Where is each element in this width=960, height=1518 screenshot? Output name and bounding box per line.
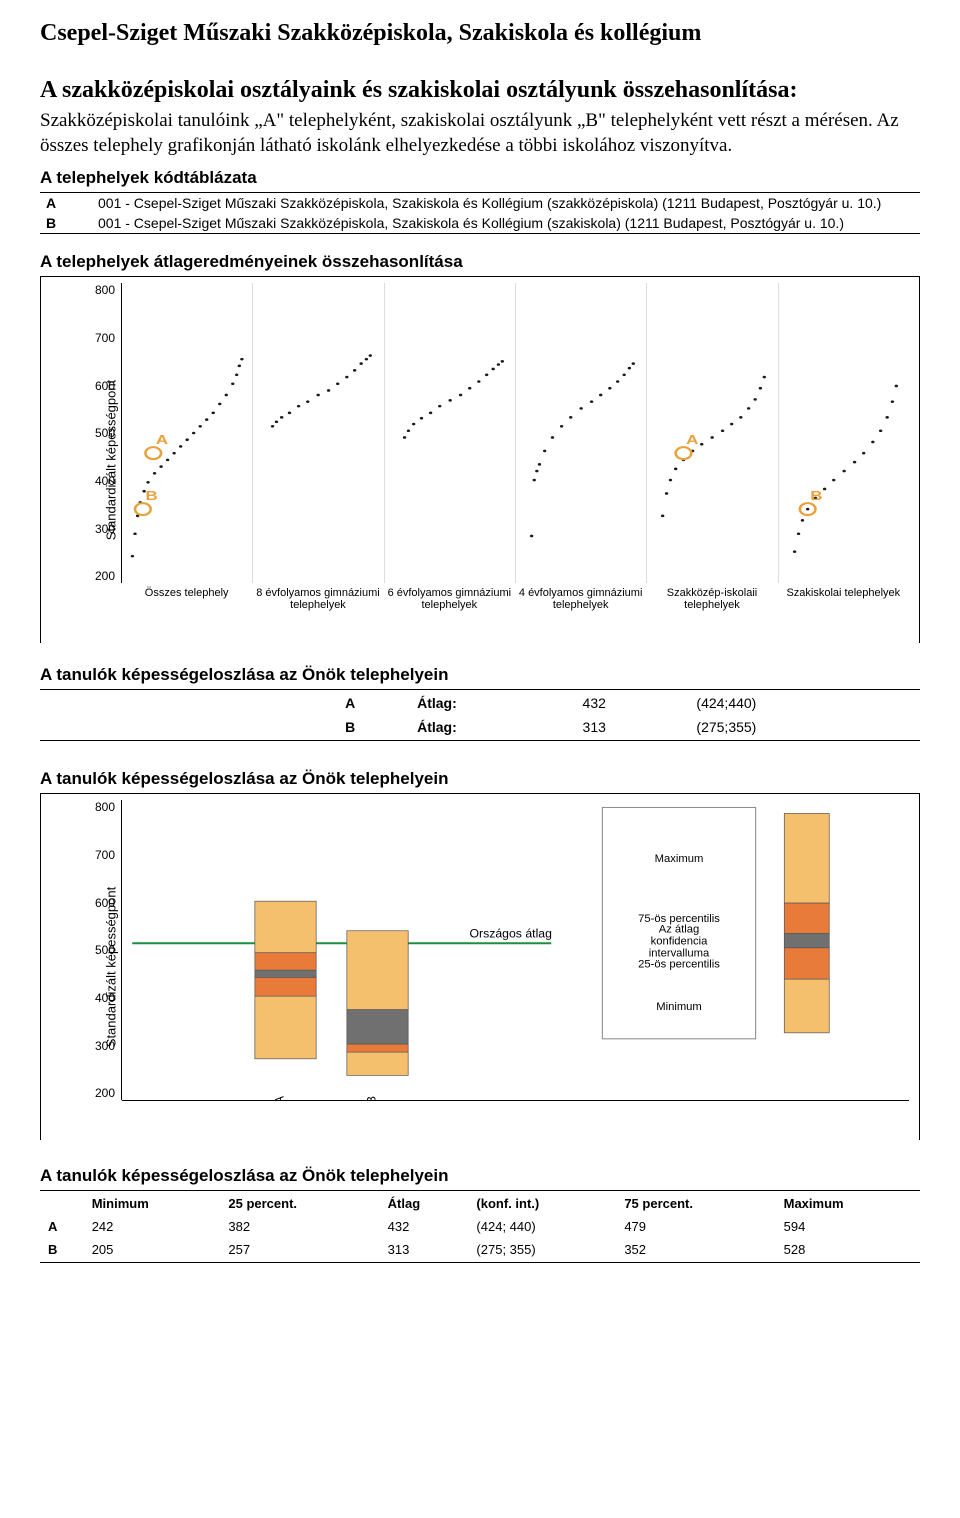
scatter-panel [515, 283, 646, 583]
table-row: B205257313(275; 355)352528 [42, 1239, 918, 1260]
table-row: B Átlag: 313 (275;355) [42, 716, 918, 738]
table-row: A242382432(424; 440)479594 [42, 1216, 918, 1237]
code-key: A [40, 193, 92, 214]
code-table-title: A telephelyek kódtáblázata [40, 168, 920, 188]
boxplot-chart: Standardizált képességpont 8007006005004… [40, 793, 920, 1140]
svg-text:Minimum: Minimum [656, 1001, 702, 1013]
scatter-panel [252, 283, 383, 583]
stats-table: Minimum25 percent.Átlag(konf. int.)75 pe… [40, 1190, 920, 1263]
scatter-xlabel: Szakközép-iskolaii telephelyek [646, 583, 777, 615]
boxplot-ylabel: Standardizált képességpont [104, 887, 119, 1047]
stats-header-cell [42, 1193, 84, 1214]
avg-key: B [339, 716, 409, 738]
page-title: A szakközépiskolai osztályaink és szakis… [40, 77, 920, 104]
scatter-panel [384, 283, 515, 583]
stats-header-cell: 75 percent. [618, 1193, 775, 1214]
svg-text:A: A [686, 433, 698, 448]
svg-text:B: B [145, 489, 157, 504]
stats-cell: 257 [222, 1239, 379, 1260]
stats-cell: A [42, 1216, 84, 1237]
code-table: A 001 - Csepel-Sziget Műszaki Szakközépi… [40, 192, 920, 234]
table-row: A Átlag: 432 (424;440) [42, 692, 918, 714]
scatter-xlabels: Összes telephely8 évfolyamos gimnáziumi … [121, 583, 909, 615]
stats-cell: 313 [382, 1239, 469, 1260]
stats-cell: 528 [778, 1239, 918, 1260]
stats-cell: 382 [222, 1216, 379, 1237]
stats-cell: 242 [86, 1216, 221, 1237]
stats-cell: 432 [382, 1216, 469, 1237]
scatter-xlabel: 4 évfolyamos gimnáziumi telephelyek [515, 583, 646, 615]
stats-header-cell: 25 percent. [222, 1193, 379, 1214]
scatter-panel: B [778, 283, 909, 583]
code-text: 001 - Csepel-Sziget Műszaki Szakközépisk… [92, 213, 920, 234]
scatter-chart: Standardizált képességpont 8007006005004… [40, 276, 920, 643]
avg-ci: (275;355) [690, 716, 918, 738]
scatter-title: A telephelyek átlageredményeinek összeha… [40, 252, 920, 272]
avg-table-title: A tanulók képességeloszlása az Önök tele… [40, 665, 920, 685]
scatter-ylabel: Standardizált képességpont [104, 380, 119, 540]
svg-text:B: B [364, 1096, 378, 1100]
svg-text:A: A [156, 433, 168, 448]
stats-cell: 479 [618, 1216, 775, 1237]
stats-cell: B [42, 1239, 84, 1260]
intro-paragraph: Szakközépiskolai tanulóink „A" telephely… [40, 109, 920, 158]
scatter-xlabel: Összes telephely [121, 583, 252, 615]
scatter-xlabel: 6 évfolyamos gimnáziumi telephelyek [384, 583, 515, 615]
scatter-xlabel: 8 évfolyamos gimnáziumi telephelyek [252, 583, 383, 615]
svg-text:Az átlag: Az átlag [659, 924, 700, 936]
stats-header-cell: Átlag [382, 1193, 469, 1214]
school-name: Csepel-Sziget Műszaki Szakközépiskola, S… [40, 20, 920, 47]
svg-text:B: B [810, 489, 822, 504]
avg-table: A Átlag: 432 (424;440) B Átlag: 313 (275… [40, 689, 920, 741]
code-key: B [40, 213, 92, 234]
stats-header-row: Minimum25 percent.Átlag(konf. int.)75 pe… [42, 1193, 918, 1214]
avg-key: A [339, 692, 409, 714]
avg-value: 432 [577, 692, 689, 714]
stats-header-cell: (konf. int.) [470, 1193, 616, 1214]
scatter-panel: A [646, 283, 777, 583]
avg-label: Átlag: [411, 692, 574, 714]
svg-text:konfidencia: konfidencia [651, 936, 709, 948]
table-row: A 001 - Csepel-Sziget Műszaki Szakközépi… [40, 193, 920, 214]
stats-cell: (424; 440) [470, 1216, 616, 1237]
stats-cell: (275; 355) [470, 1239, 616, 1260]
code-text: 001 - Csepel-Sziget Műszaki Szakközépisk… [92, 193, 920, 214]
stats-cell: 352 [618, 1239, 775, 1260]
scatter-panels: ABAB [122, 283, 909, 583]
stats-header-cell: Minimum [86, 1193, 221, 1214]
avg-value: 313 [577, 716, 689, 738]
boxplot-title: A tanulók képességeloszlása az Önök tele… [40, 769, 920, 789]
avg-ci: (424;440) [690, 692, 918, 714]
scatter-xlabel: Szakiskolai telephelyek [778, 583, 909, 615]
svg-text:Maximum: Maximum [655, 854, 704, 866]
svg-text:Országos átlag: Országos átlag [470, 927, 552, 941]
stats-cell: 205 [86, 1239, 221, 1260]
scatter-panel: AB [122, 283, 252, 583]
svg-text:A: A [272, 1095, 286, 1100]
svg-text:25-ös percentilis: 25-ös percentilis [638, 959, 720, 971]
avg-label: Átlag: [411, 716, 574, 738]
boxplot-panels: Országos átlagABMaximum75-ös percentilis… [122, 800, 909, 1101]
stats-table-title: A tanulók képességeloszlása az Önök tele… [40, 1166, 920, 1186]
stats-cell: 594 [778, 1216, 918, 1237]
table-row: B 001 - Csepel-Sziget Műszaki Szakközépi… [40, 213, 920, 234]
stats-header-cell: Maximum [778, 1193, 918, 1214]
